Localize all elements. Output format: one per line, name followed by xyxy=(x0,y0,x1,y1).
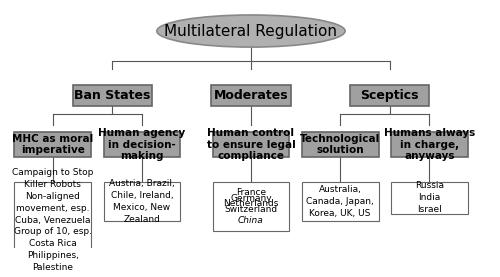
Text: Sceptics: Sceptics xyxy=(360,89,419,102)
Text: Humans always
in charge,
anyways: Humans always in charge, anyways xyxy=(384,128,475,161)
FancyBboxPatch shape xyxy=(302,132,378,157)
Text: Australia,
Canada, Japan,
Korea, UK, US: Australia, Canada, Japan, Korea, UK, US xyxy=(306,185,374,218)
Text: Russia
India
Israel: Russia India Israel xyxy=(415,181,444,214)
Text: Human agency
in decision-
making: Human agency in decision- making xyxy=(98,128,186,161)
Text: Campaign to Stop
Killer Robots
Non-aligned
movement, esp.
Cuba, Venezuela
Group : Campaign to Stop Killer Robots Non-align… xyxy=(12,168,94,272)
FancyBboxPatch shape xyxy=(212,182,290,231)
Text: Moderates: Moderates xyxy=(214,89,288,102)
FancyBboxPatch shape xyxy=(104,182,180,221)
Text: Ban States: Ban States xyxy=(74,89,150,102)
Ellipse shape xyxy=(157,15,345,47)
FancyBboxPatch shape xyxy=(14,132,91,157)
Text: Technological
solution: Technological solution xyxy=(300,134,380,155)
FancyBboxPatch shape xyxy=(212,85,290,106)
FancyBboxPatch shape xyxy=(14,182,91,258)
Text: France: France xyxy=(236,188,266,197)
Text: China: China xyxy=(238,216,264,225)
FancyBboxPatch shape xyxy=(391,182,468,214)
Text: Multilateral Regulation: Multilateral Regulation xyxy=(164,24,338,39)
Text: Human control
to ensure legal
compliance: Human control to ensure legal compliance xyxy=(206,128,296,161)
FancyBboxPatch shape xyxy=(391,132,468,157)
Text: Netherlands: Netherlands xyxy=(224,199,278,208)
Text: Switzerland: Switzerland xyxy=(224,205,278,214)
Text: Germany: Germany xyxy=(230,194,272,203)
FancyBboxPatch shape xyxy=(350,85,430,106)
Text: MHC as moral
imperative: MHC as moral imperative xyxy=(12,134,94,155)
FancyBboxPatch shape xyxy=(212,132,290,157)
Text: Austria, Brazil,
Chile, Ireland,
Mexico, New
Zealand: Austria, Brazil, Chile, Ireland, Mexico,… xyxy=(109,179,175,224)
FancyBboxPatch shape xyxy=(72,85,152,106)
FancyBboxPatch shape xyxy=(104,132,180,157)
FancyBboxPatch shape xyxy=(302,182,378,221)
